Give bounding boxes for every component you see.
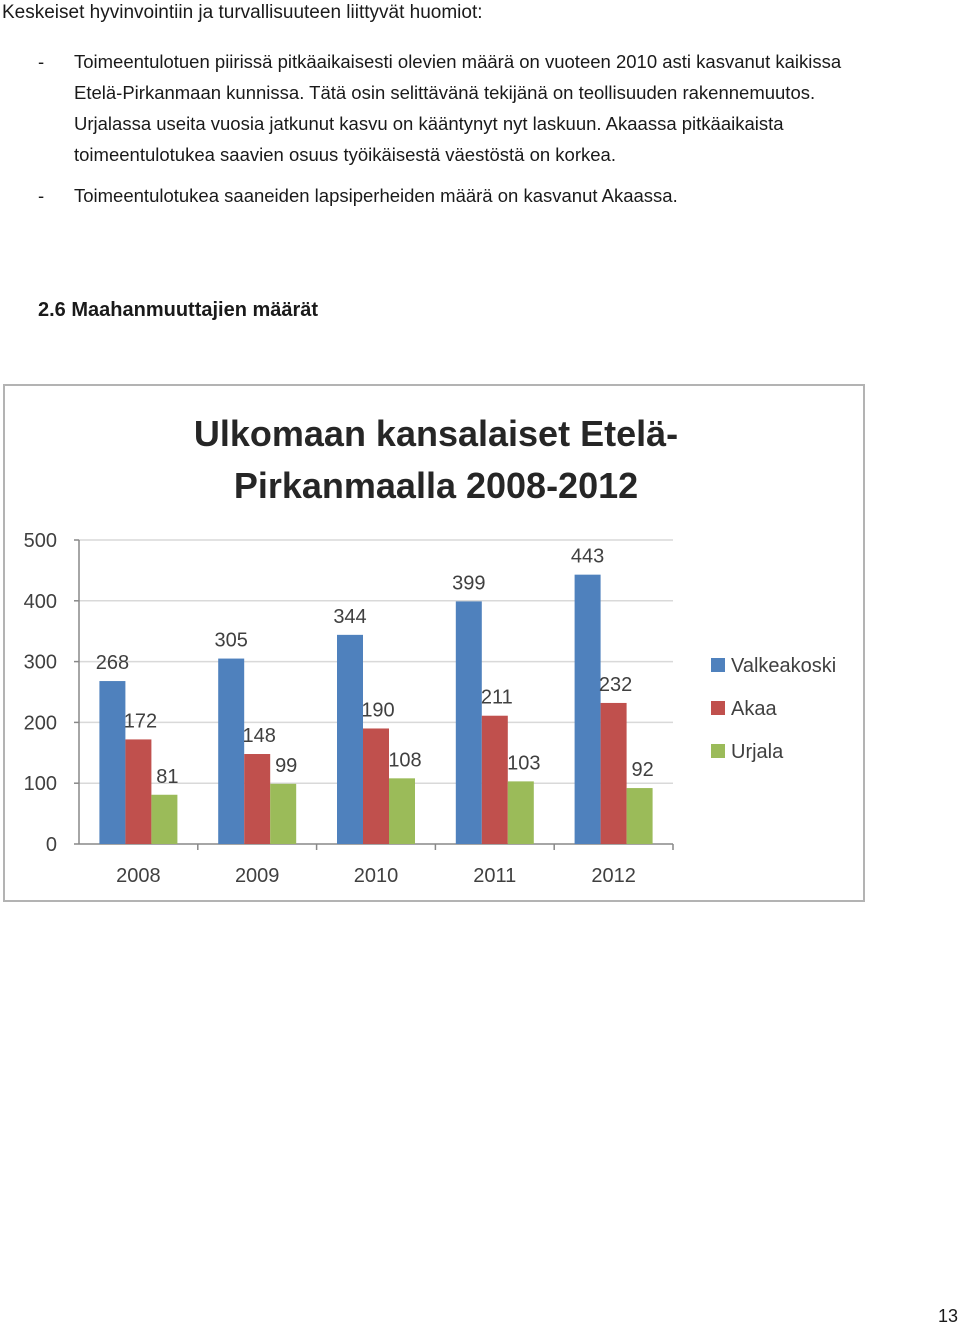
legend-label: Urjala <box>731 741 784 763</box>
data-label: 232 <box>599 674 632 696</box>
page-number: 13 <box>937 1306 958 1326</box>
bar-chart: Ulkomaan kansalaiset Etelä- Pirkanmaalla … <box>24 413 837 887</box>
bar-valkeakoski <box>337 634 363 844</box>
bullet-line: Toimeentulotuen piirissä pitkäaikaisesti… <box>74 51 842 72</box>
bar-urjala <box>270 783 297 844</box>
data-label: 103 <box>507 752 540 774</box>
data-label: 81 <box>156 766 178 788</box>
data-label: 99 <box>275 755 297 777</box>
bar-urjala <box>507 781 534 844</box>
bullet-line: Toimeentulotukea saaneiden lapsiperheide… <box>74 185 678 206</box>
bar-valkeakoski <box>218 658 245 844</box>
bar-akaa <box>481 715 508 844</box>
data-label: 108 <box>388 749 421 771</box>
bullet-dash: - <box>38 51 45 72</box>
y-tick-label: 100 <box>24 773 57 795</box>
x-tick-label: 2008 <box>116 865 161 887</box>
section-title: 2.6 Maahanmuuttajien määrät <box>38 299 319 321</box>
bar-akaa <box>244 754 271 844</box>
chart-container: Ulkomaan kansalaiset Etelä- Pirkanmaalla … <box>3 384 865 902</box>
data-label: 344 <box>333 606 366 628</box>
bar-valkeakoski <box>574 574 601 844</box>
x-tick-label: 2010 <box>354 865 399 887</box>
data-label: 172 <box>124 710 157 732</box>
x-tick-label: 2009 <box>235 865 280 887</box>
chart-title: Ulkomaan kansalaiset Etelä- <box>194 413 678 454</box>
y-tick-label: 200 <box>24 712 57 734</box>
bar-akaa <box>125 739 152 844</box>
data-label: 92 <box>631 759 653 781</box>
bar-urjala <box>389 778 415 844</box>
bullet-list: - Toimeentulotuen piirissä pitkäaikaises… <box>0 46 940 221</box>
x-tick-label: 2012 <box>591 865 636 887</box>
legend-label: Akaa <box>731 698 777 720</box>
y-tick-label: 500 <box>24 530 57 552</box>
page-heading: Keskeiset hyvinvointiin ja turvallisuute… <box>2 2 483 23</box>
bar-akaa <box>363 728 389 844</box>
bullet-item: - Toimeentulotuen piirissä pitkäaikaises… <box>0 46 940 170</box>
y-tick-label: 400 <box>24 591 57 613</box>
bar-akaa <box>600 702 627 844</box>
bullet-line: toimeentulotukea saavien osuus työikäise… <box>74 144 616 165</box>
data-label: 443 <box>571 546 604 568</box>
bar-valkeakoski <box>99 681 126 844</box>
legend-label: Valkeakoski <box>731 655 836 677</box>
bar-valkeakoski <box>455 601 482 844</box>
bar-urjala <box>151 794 178 844</box>
bullet-item: - Toimeentulotukea saaneiden lapsiperhei… <box>0 180 940 211</box>
data-label: 305 <box>215 630 248 652</box>
legend-swatch <box>711 744 725 758</box>
legend-swatch <box>711 701 725 715</box>
data-label: 211 <box>481 687 513 709</box>
chart-title: Pirkanmaalla 2008-2012 <box>234 465 638 506</box>
data-label: 190 <box>361 699 394 721</box>
data-label: 399 <box>452 572 485 594</box>
legend-swatch <box>711 658 725 672</box>
bullet-line: Urjalassa useita vuosia jatkunut kasvu o… <box>74 113 784 134</box>
bar-urjala <box>626 788 653 844</box>
data-label: 148 <box>243 725 276 747</box>
x-tick-label: 2011 <box>473 865 516 887</box>
bullet-line: Etelä-Pirkanmaan kunnissa. Tätä osin sel… <box>74 82 816 103</box>
y-tick-label: 0 <box>46 834 57 856</box>
bullet-dash: - <box>38 185 45 206</box>
data-label: 268 <box>96 652 129 674</box>
y-tick-label: 300 <box>24 652 57 674</box>
